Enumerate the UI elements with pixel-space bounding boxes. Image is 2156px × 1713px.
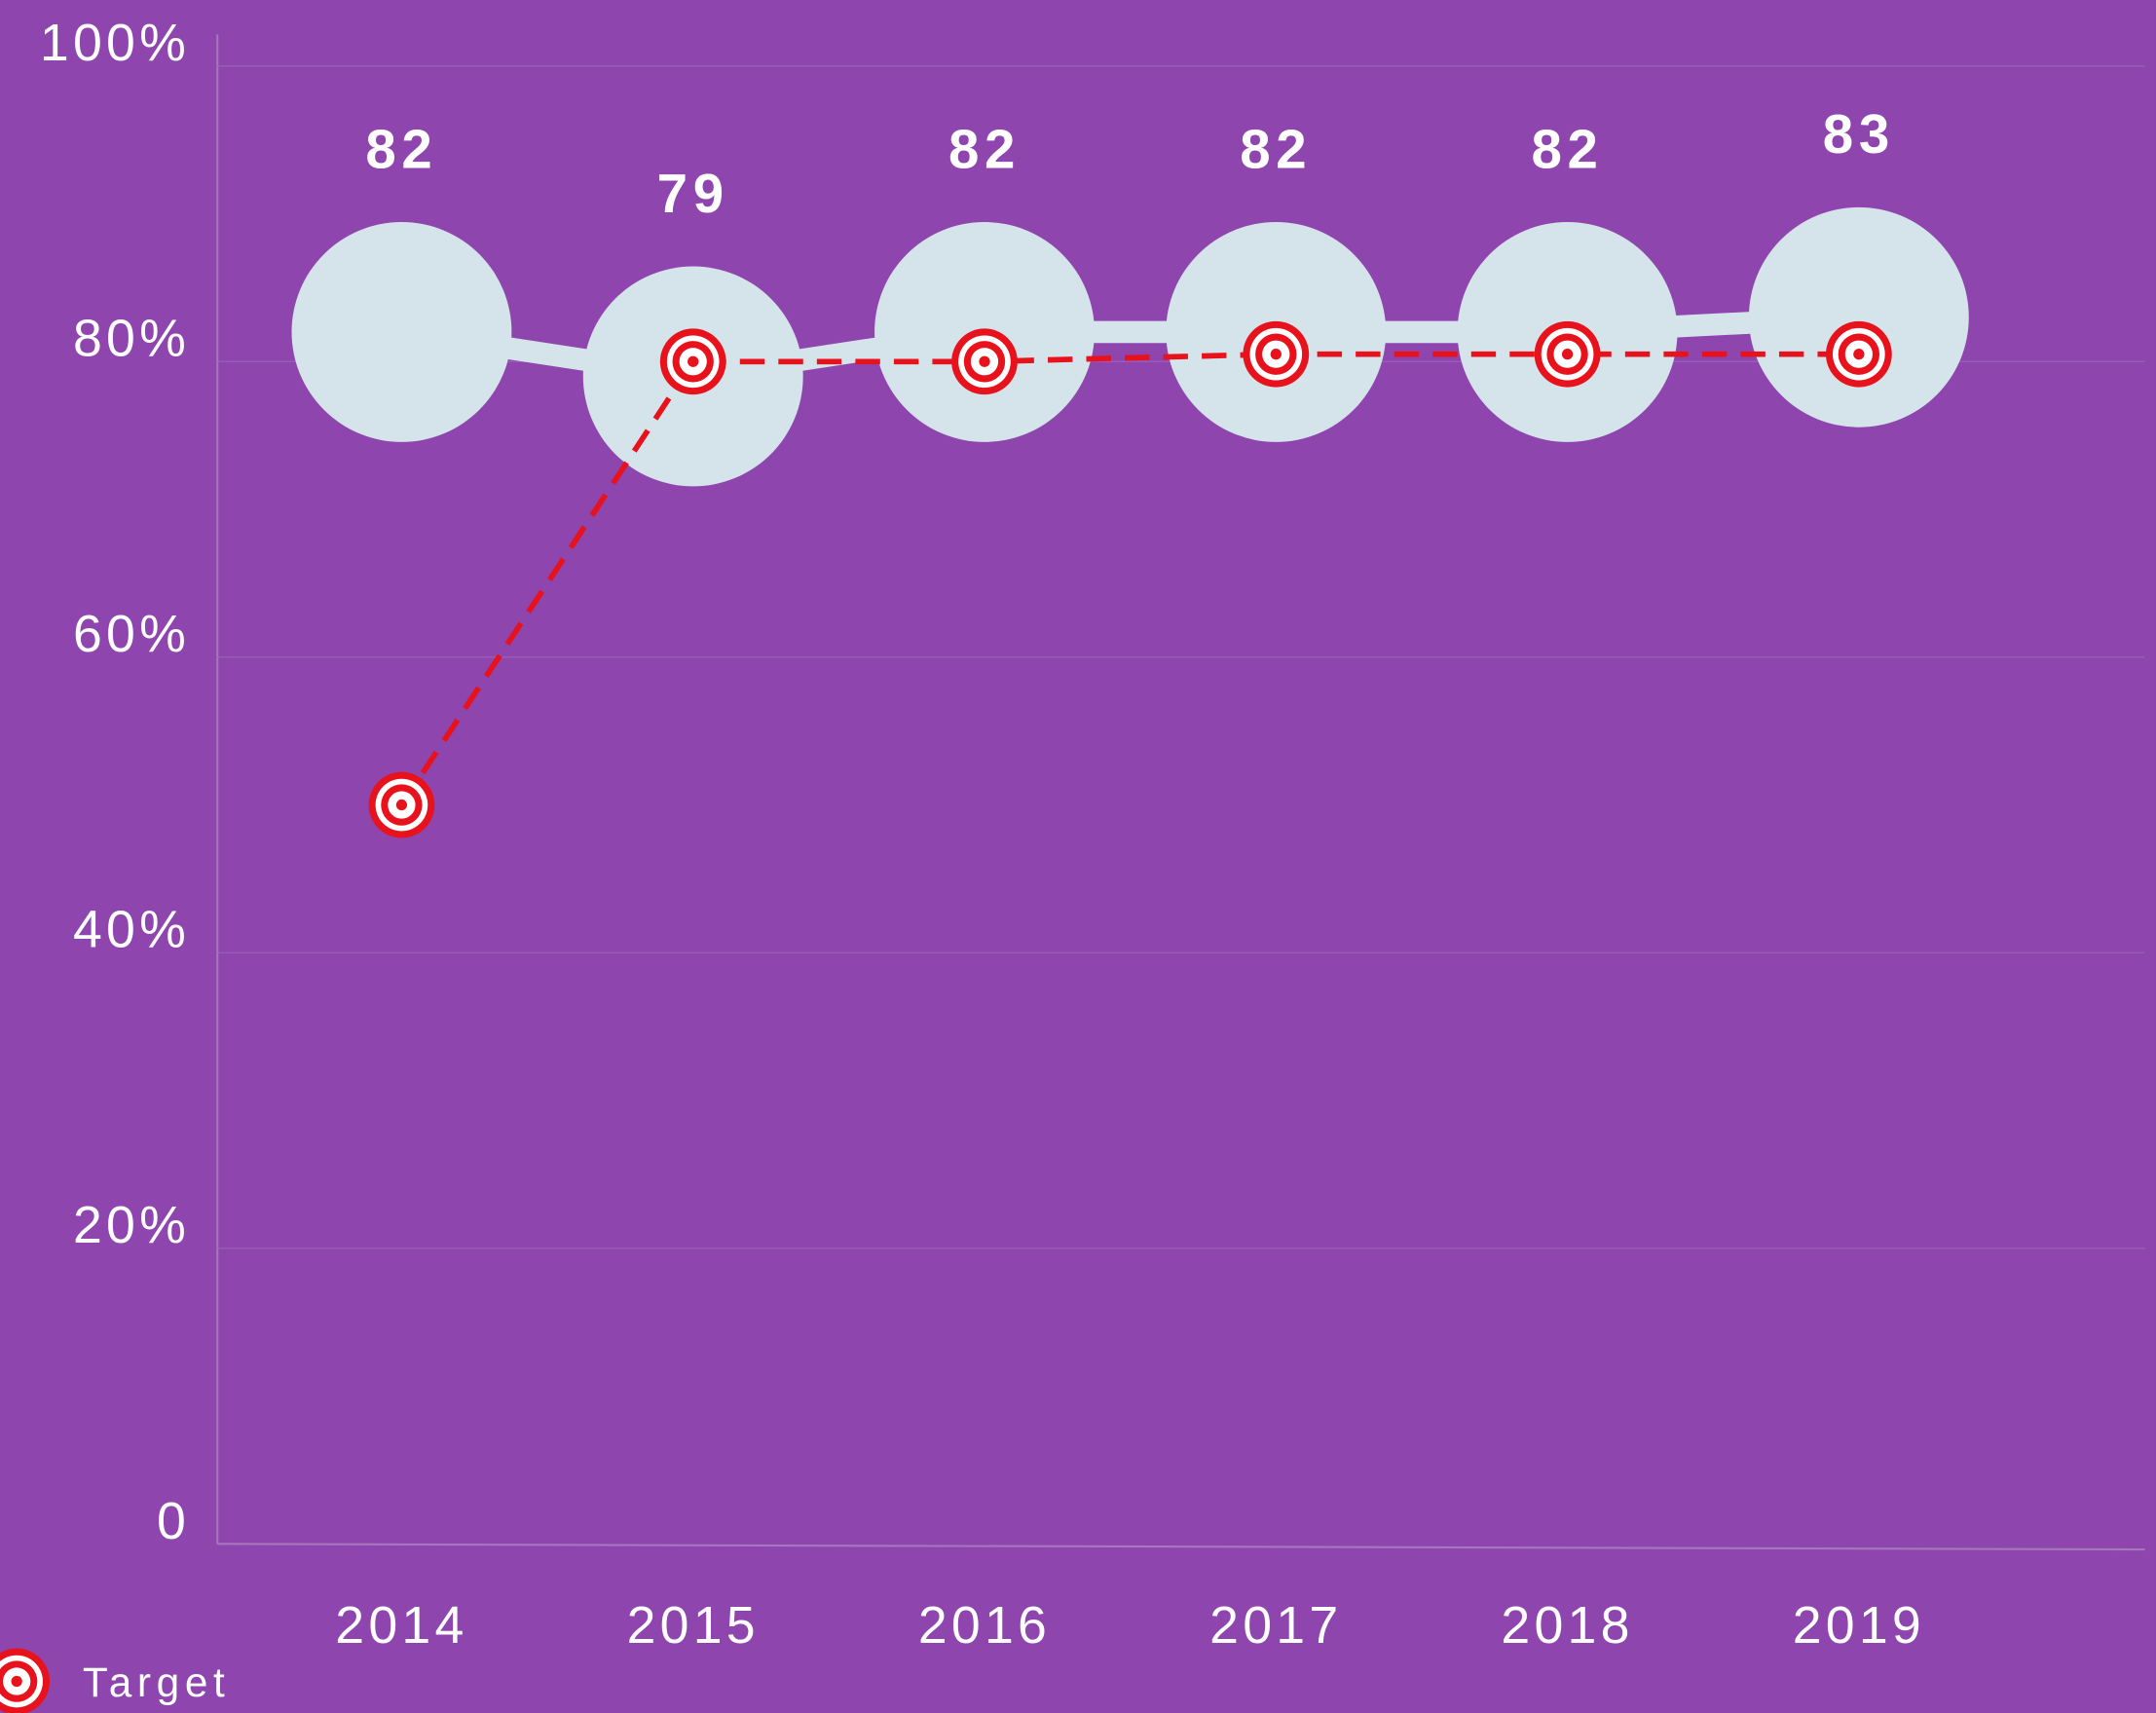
y-tick-label: 100% — [40, 14, 190, 72]
target-marker — [368, 771, 435, 838]
x-tick-label: 2015 — [627, 1596, 760, 1655]
bubble — [1748, 206, 1969, 428]
y-tick-label: 60% — [73, 605, 190, 663]
target-marker — [1243, 320, 1310, 388]
target-marker — [951, 328, 1018, 395]
y-tick-label: 40% — [73, 901, 190, 959]
x-tick-label: 2017 — [1209, 1596, 1342, 1655]
y-tick-label: 20% — [73, 1196, 190, 1254]
x-tick-label: 2014 — [335, 1596, 467, 1655]
data-label: 82 — [1240, 118, 1312, 179]
y-tick-label: 0 — [157, 1492, 190, 1550]
data-label: 82 — [948, 118, 1021, 179]
x-tick-label: 2018 — [1501, 1596, 1633, 1655]
x-tick-label: 2016 — [918, 1596, 1051, 1655]
target-line — [399, 351, 1859, 807]
legend-label: Target — [83, 1659, 231, 1705]
y-tick-label: 80% — [73, 310, 190, 368]
bubble — [291, 221, 512, 442]
x-axis — [217, 1543, 2145, 1551]
target-marker — [659, 328, 726, 395]
legend-marker — [0, 1648, 51, 1713]
target-marker — [1825, 320, 1892, 388]
data-label: 82 — [365, 118, 437, 179]
target-marker — [1534, 320, 1601, 388]
x-tick-label: 2019 — [1793, 1596, 1925, 1655]
data-label: 79 — [657, 163, 729, 224]
data-label: 82 — [1532, 118, 1604, 179]
data-label: 83 — [1823, 103, 1895, 165]
